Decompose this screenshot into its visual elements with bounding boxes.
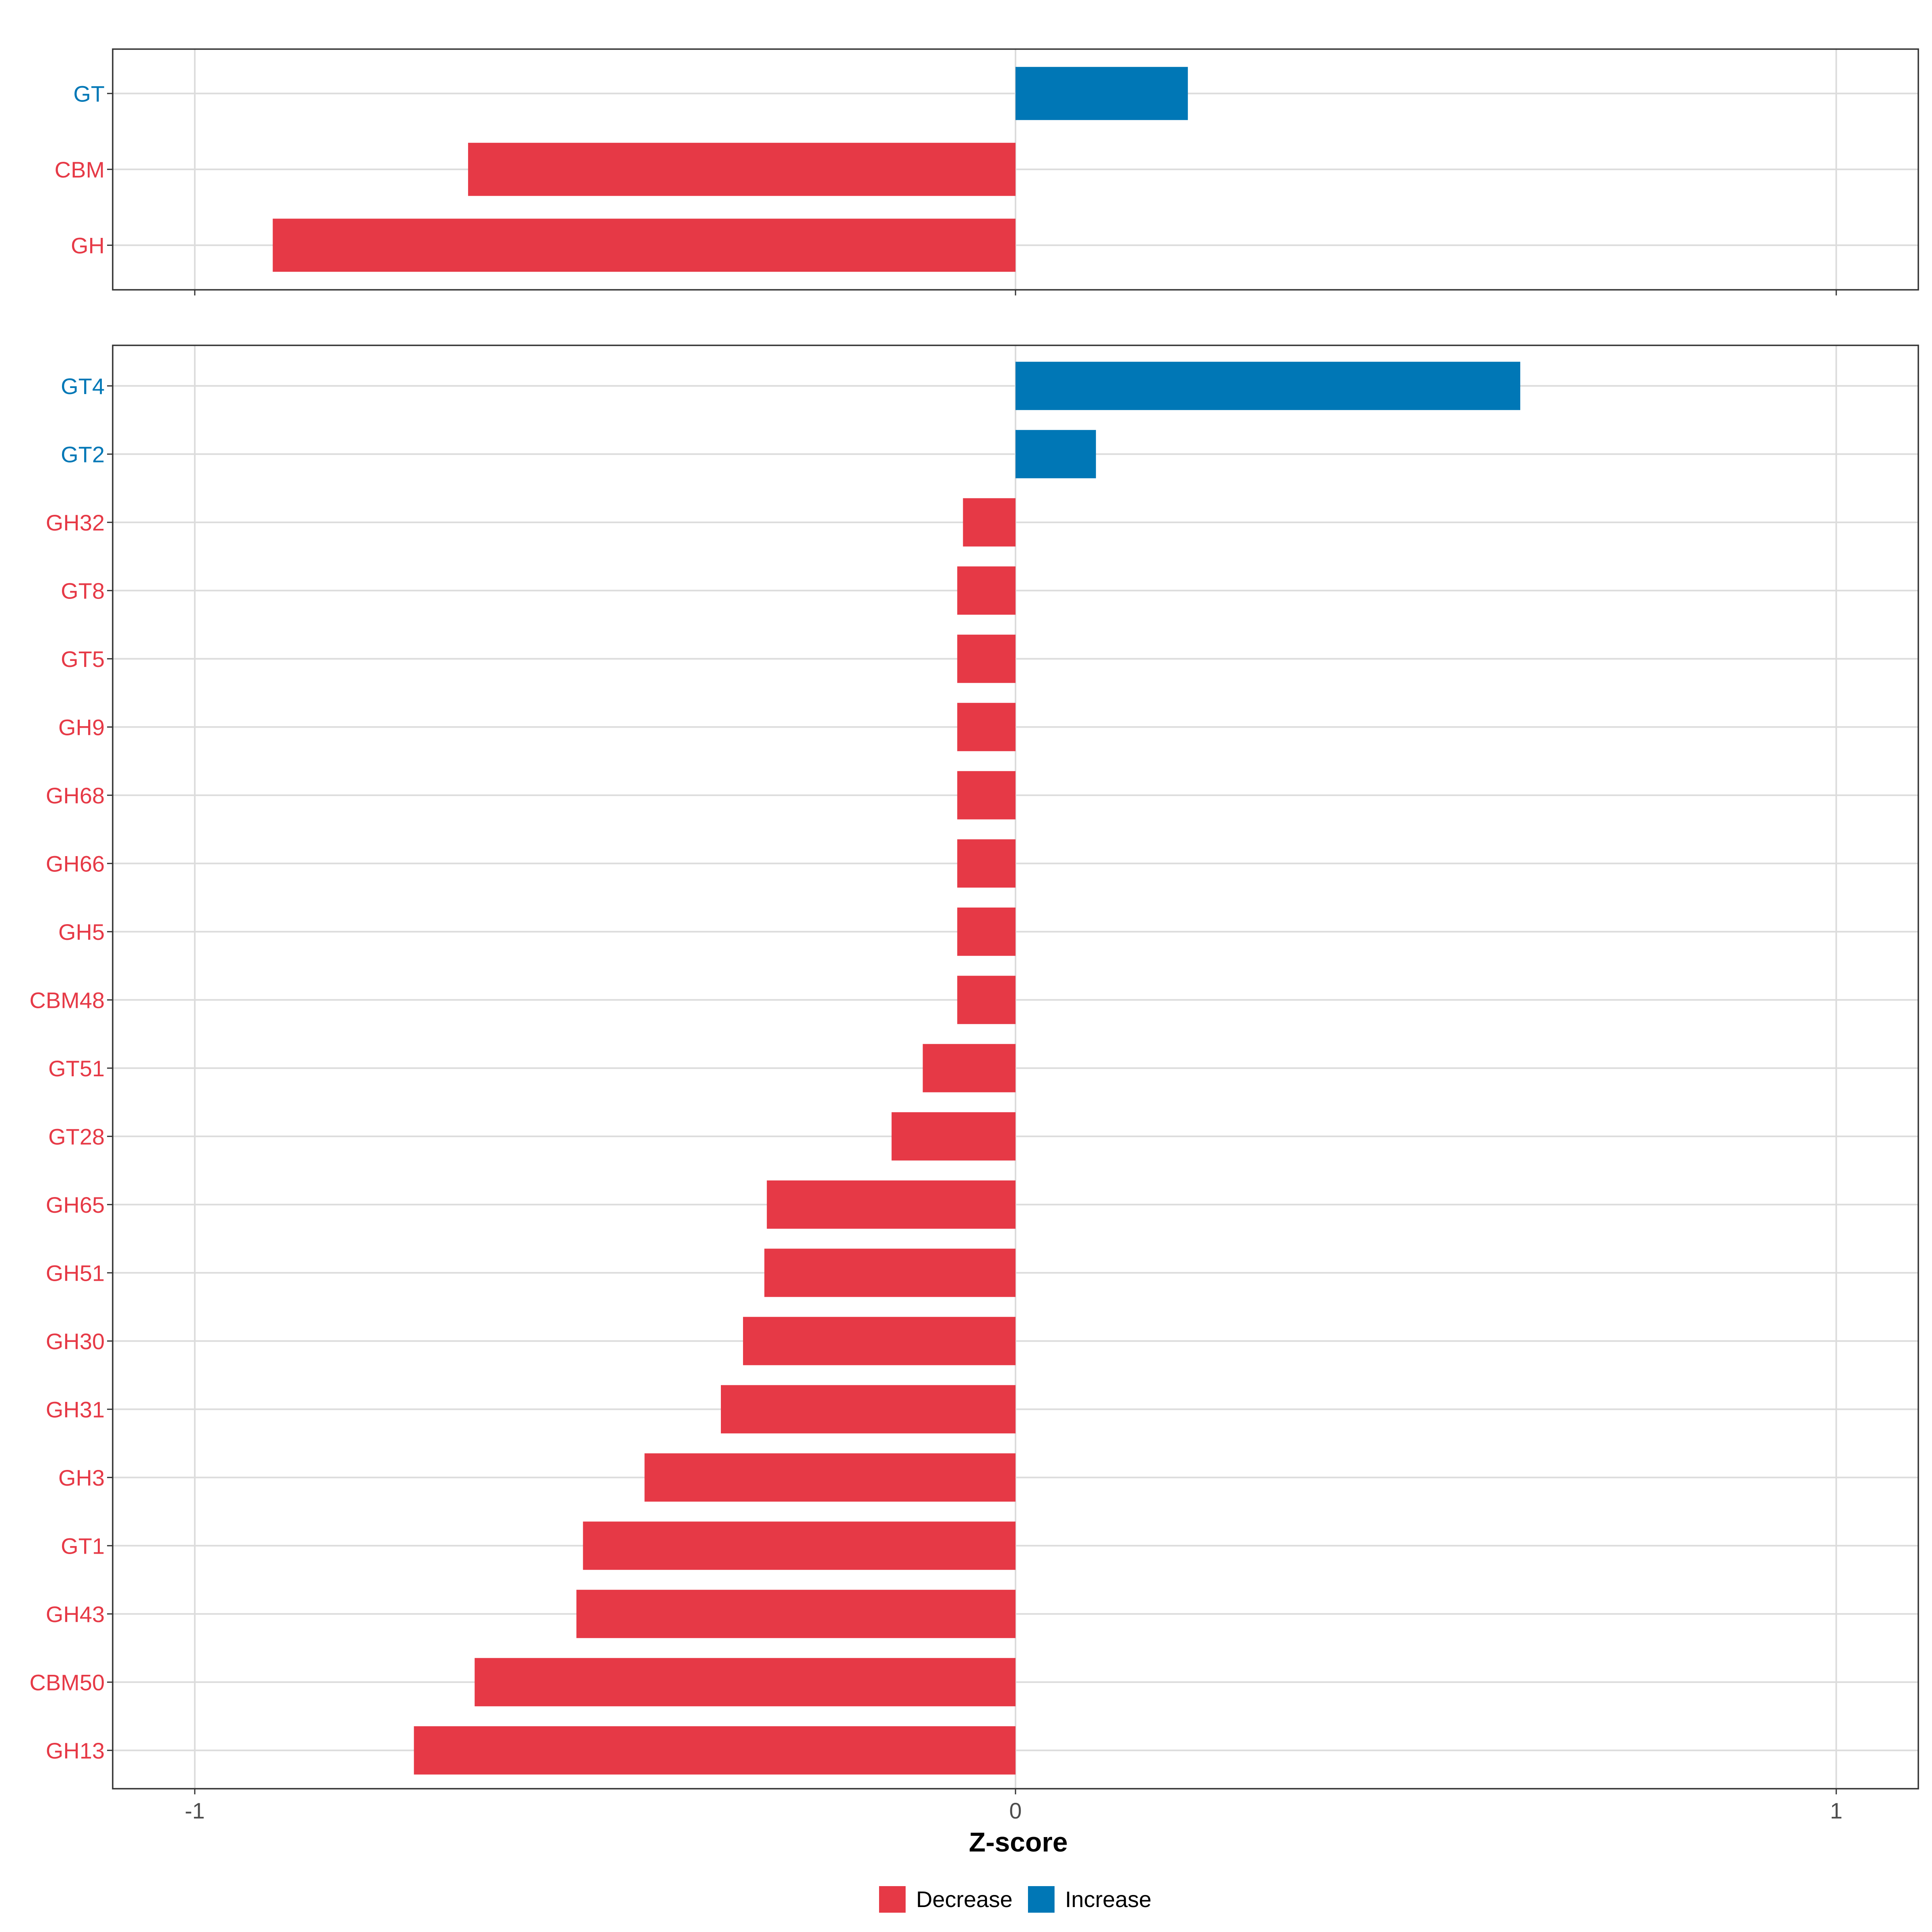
bar bbox=[475, 1658, 1016, 1707]
category-label: CBM48 bbox=[29, 987, 105, 1013]
category-label: GT4 bbox=[61, 374, 105, 399]
category-label: GT51 bbox=[48, 1056, 105, 1081]
category-label: GT8 bbox=[61, 578, 105, 603]
legend: Decrease Increase bbox=[879, 1886, 1152, 1913]
bar bbox=[923, 1044, 1016, 1092]
category-label: GH43 bbox=[46, 1602, 105, 1627]
category-label: GH13 bbox=[46, 1738, 105, 1763]
legend-key-decrease bbox=[879, 1886, 906, 1913]
bar bbox=[1016, 67, 1188, 120]
bar bbox=[957, 634, 1016, 683]
x-axis-title: Z-score bbox=[969, 1827, 1068, 1858]
category-label: GT5 bbox=[61, 646, 105, 672]
legend-label-decrease: Decrease bbox=[916, 1887, 1013, 1912]
bar bbox=[764, 1249, 1016, 1297]
bar bbox=[743, 1317, 1016, 1365]
bar bbox=[767, 1180, 1016, 1229]
bar bbox=[957, 771, 1016, 819]
top-panel: GT CBM GH bbox=[55, 48, 1919, 295]
category-label: GT2 bbox=[61, 442, 105, 467]
category-label: GT bbox=[73, 81, 105, 106]
bar bbox=[957, 703, 1016, 751]
x-tick-label: 1 bbox=[1830, 1798, 1843, 1823]
category-label: GH31 bbox=[46, 1397, 105, 1422]
x-axis: -1 0 1 bbox=[185, 1798, 1843, 1823]
bar bbox=[1016, 361, 1521, 410]
legend-key-increase bbox=[1028, 1886, 1055, 1913]
category-label: GT1 bbox=[61, 1533, 105, 1558]
category-label: GH bbox=[71, 233, 105, 258]
category-label: GH68 bbox=[46, 783, 105, 808]
bar bbox=[1016, 430, 1096, 479]
bar bbox=[272, 219, 1016, 272]
category-label: GT28 bbox=[48, 1124, 105, 1149]
bar bbox=[414, 1726, 1016, 1775]
category-label: CBM50 bbox=[29, 1670, 105, 1695]
bar bbox=[720, 1385, 1016, 1434]
x-tick-label: 0 bbox=[1009, 1798, 1022, 1823]
bar bbox=[644, 1453, 1016, 1502]
x-tick-label: -1 bbox=[185, 1798, 205, 1823]
bar bbox=[957, 907, 1016, 956]
legend-label-increase: Increase bbox=[1065, 1887, 1152, 1912]
bottom-panel: GT4 GT2 GH32 GT8 GT5 GH9 GH68 GH66 GH5 CBM48 GT51 G… bbox=[29, 345, 1919, 1794]
bar bbox=[468, 142, 1016, 196]
category-label: GH65 bbox=[46, 1192, 105, 1218]
bar bbox=[957, 976, 1016, 1024]
category-label: GH30 bbox=[46, 1329, 105, 1354]
bar bbox=[957, 839, 1016, 888]
category-label: GH9 bbox=[58, 714, 105, 740]
bar bbox=[576, 1589, 1016, 1638]
category-label: GH32 bbox=[46, 510, 105, 535]
bar bbox=[963, 498, 1016, 547]
category-label: GH51 bbox=[46, 1260, 105, 1286]
bar bbox=[892, 1112, 1016, 1161]
bar bbox=[957, 566, 1016, 615]
category-label: GH66 bbox=[46, 851, 105, 876]
bar bbox=[583, 1521, 1016, 1570]
category-label: CBM bbox=[55, 157, 105, 182]
category-label: GH3 bbox=[58, 1465, 105, 1490]
category-label: GH5 bbox=[58, 919, 105, 945]
